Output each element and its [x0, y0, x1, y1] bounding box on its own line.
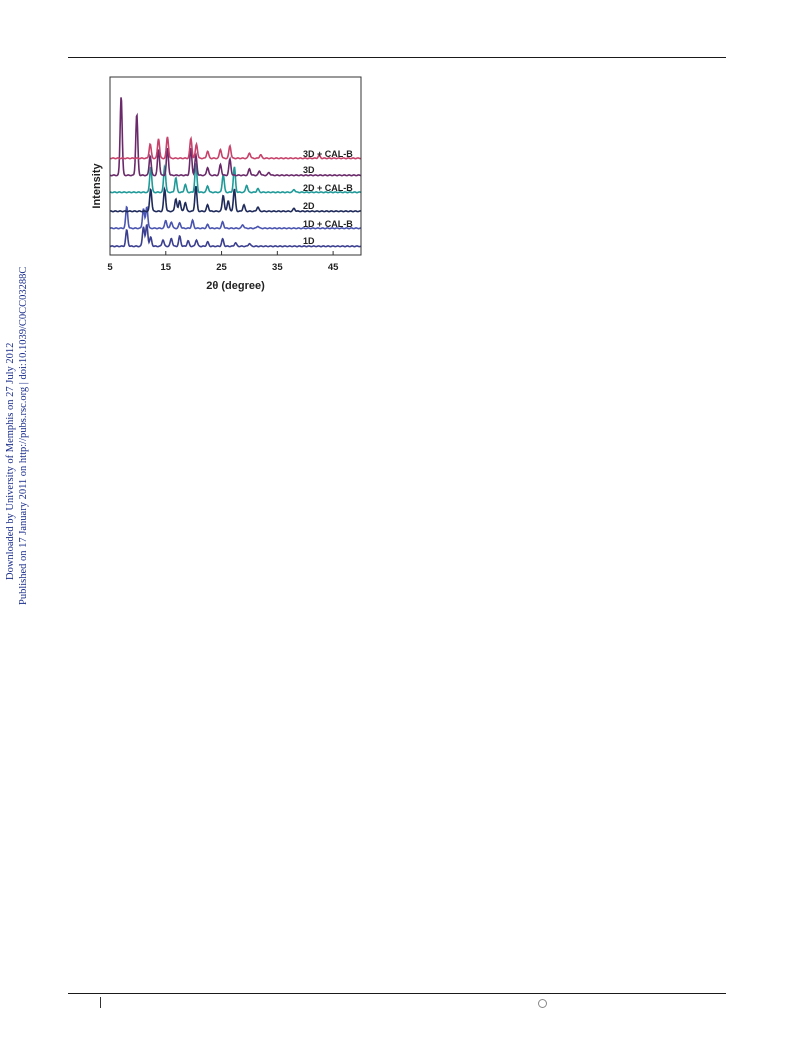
- x-tick-label: 15: [160, 262, 171, 273]
- series-label: 1D: [303, 236, 315, 246]
- x-tick-label: 5: [107, 262, 113, 273]
- header-rule: [68, 57, 726, 58]
- series-label: 3D: [303, 165, 315, 175]
- series-line-2d-cal-b: [110, 163, 361, 194]
- series-line-2d: [110, 185, 361, 213]
- series-label: 3D + CAL-B: [303, 149, 353, 159]
- x-tick-label: 25: [216, 262, 227, 273]
- series-line-3d: [110, 97, 361, 177]
- footer-rule: [68, 993, 726, 994]
- series-line-1d: [110, 223, 361, 248]
- plot-frame: [109, 76, 362, 256]
- series-label: 2D + CAL-B: [303, 183, 353, 193]
- series-label: 2D: [303, 201, 315, 211]
- x-tick-label: 45: [328, 262, 339, 273]
- series-line-1d-cal-b: [110, 205, 361, 230]
- series-label: 1D + CAL-B: [303, 219, 353, 229]
- sidebar-download-line[interactable]: Downloaded by University of Memphis on 2…: [5, 342, 16, 580]
- sidebar-published-line[interactable]: Published on 17 January 2011 on http://p…: [18, 266, 29, 605]
- download-sidebar: Downloaded by University of Memphis on 2…: [0, 262, 34, 607]
- footer-circle-icon: [538, 999, 547, 1008]
- y-axis-label: Intensity: [91, 163, 103, 209]
- plot-area: [110, 97, 361, 248]
- series-line-3d-cal-b: [110, 135, 361, 160]
- x-tick-label: 35: [272, 262, 283, 273]
- xrd-chart: 1D 1D + CAL-B 2D 2D + CAL-B 3D 3D + CAL-B 5 15 2…: [91, 76, 362, 292]
- xrd-figure: 1D 1D + CAL-B 2D 2D + CAL-B 3D 3D + CAL-B 5 15 2…: [82, 70, 372, 300]
- x-axis-label: 2θ (degree): [206, 280, 265, 292]
- footer-tick: [100, 997, 101, 1008]
